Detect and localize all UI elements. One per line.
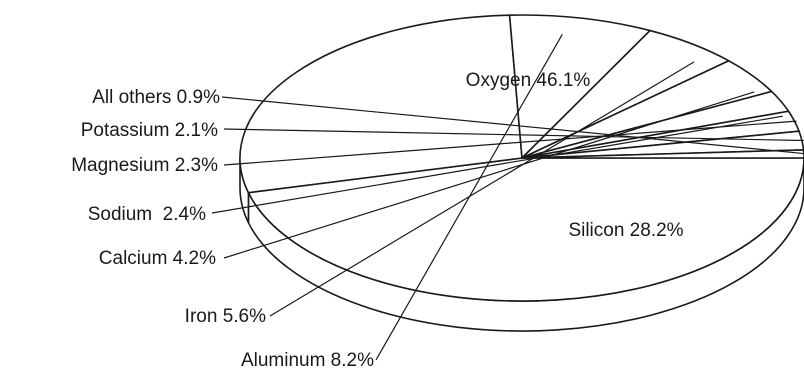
slice-label-magnesium: Magnesium 2.3%: [71, 155, 218, 176]
slice-labels: Oxygen 46.1% Silicon 28.2% Aluminum 8.2% Ir…: [71, 34, 804, 371]
leader-line-calcium: [223, 91, 755, 259]
slice-label-potassium: Potassium 2.1%: [81, 120, 218, 141]
slice-label-aluminum: Aluminum 8.2%: [241, 350, 374, 371]
leader-line-iron: [269, 61, 695, 317]
slice-label-sodium: Sodium 2.4%: [88, 204, 206, 225]
slice-silicon: [239, 14, 523, 194]
slice-oxygen: [247, 157, 804, 302]
slice-label-silicon: Silicon 28.2%: [568, 220, 683, 241]
leader-line-magnesium: [223, 120, 797, 166]
slice-label-iron: Iron 5.6%: [185, 306, 266, 327]
leader-line-sodium: [211, 115, 783, 214]
slice-label-oxygen: Oxygen 46.1%: [466, 70, 591, 91]
slice-label-all-others: All others 0.9%: [92, 87, 220, 108]
leader-line-potassium: [223, 128, 804, 142]
leader-line-all-others: [221, 96, 804, 155]
slice-aluminum: [508, 14, 652, 160]
slice-label-calcium: Calcium 4.2%: [99, 248, 216, 269]
